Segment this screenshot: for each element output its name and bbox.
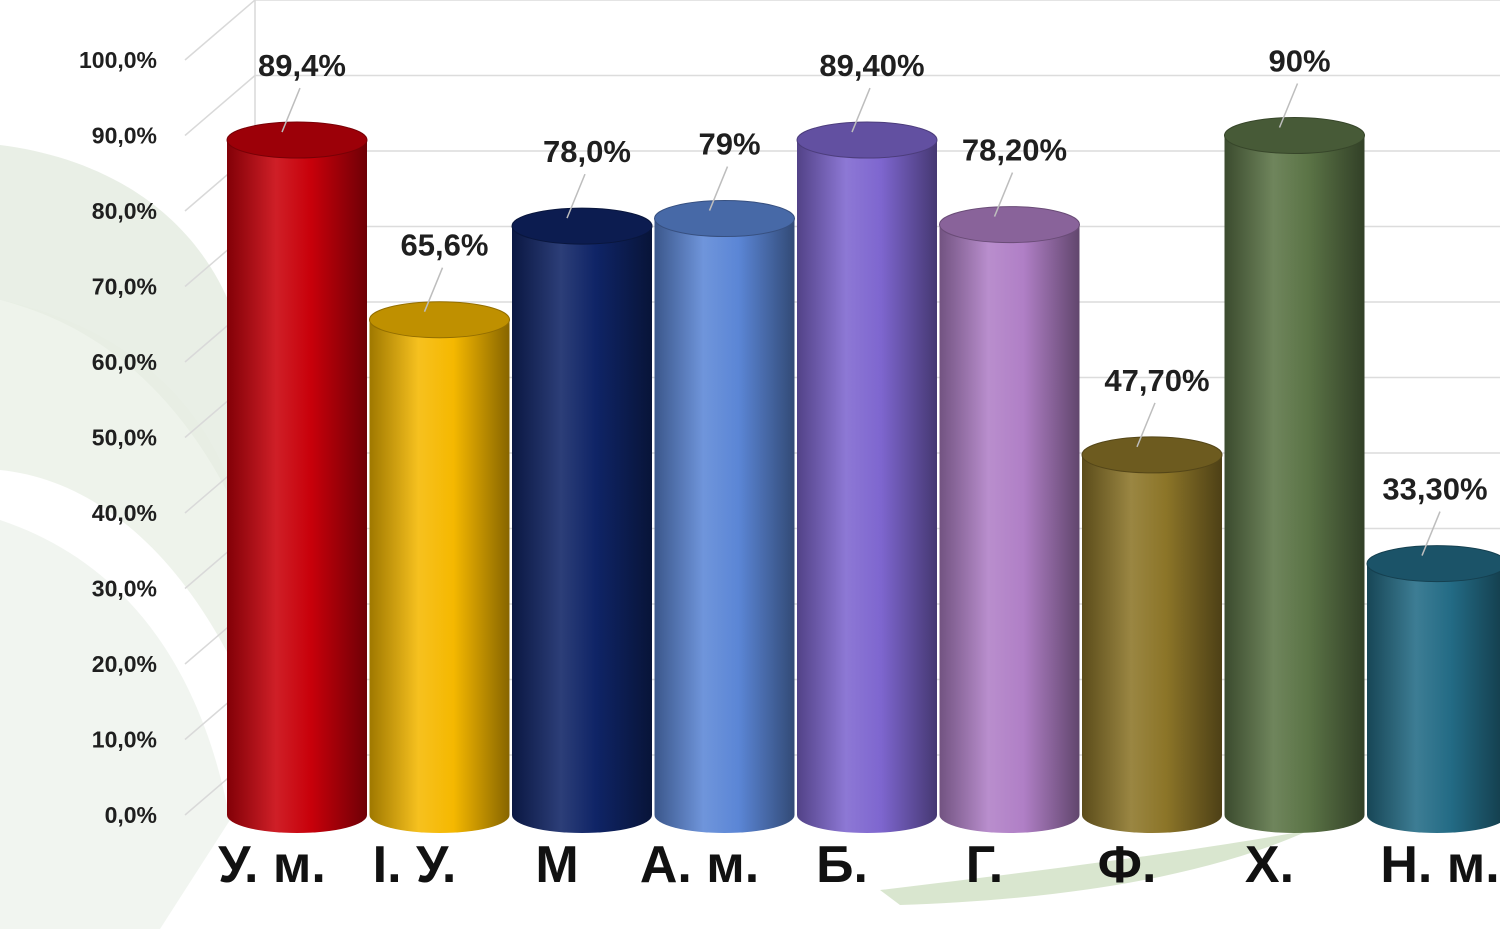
bar-3 (512, 226, 652, 834)
x-axis-labels: У. м. І. У. М А. м. Б. Г. Ф. Х. Н. м. (218, 836, 1500, 894)
data-label-2: 65,6% (401, 228, 489, 263)
x-label-6: Г. (966, 836, 1003, 894)
data-label-6: 78,20% (962, 133, 1067, 168)
data-label-8: 90% (1268, 44, 1330, 79)
x-label-2: І. У. (373, 836, 457, 894)
bar-7 (1082, 454, 1222, 833)
y-tick-label: 10,0% (92, 727, 157, 753)
bars (226, 117, 1500, 834)
data-labels: 89,4% 65,6% 78,0% 79% 89,40% 78,20% 47,70% 90% 3… (258, 44, 1488, 556)
x-label-7: Ф. (1098, 836, 1157, 894)
y-tick-label: 50,0% (92, 425, 157, 451)
x-label-9: Н. м. (1380, 836, 1499, 894)
leader-line (993, 172, 1014, 217)
leader-line (566, 173, 586, 219)
bar-top-5 (796, 121, 938, 159)
data-label-9: 33,30% (1382, 472, 1487, 507)
grid-slant (184, 74, 256, 137)
x-label-8: Х. (1245, 836, 1294, 894)
bar-4 (654, 218, 795, 834)
x-label-3: М (535, 836, 578, 894)
leader-line (708, 166, 729, 211)
y-axis-ticks: 0,0% 10,0% 20,0% 30,0% 40,0% 50,0% 60,0% 70,0% 8… (79, 47, 157, 828)
y-tick-label: 20,0% (92, 651, 157, 677)
background-decoration (0, 145, 1310, 929)
data-label-3: 78,0% (543, 134, 631, 169)
grid-slant (184, 0, 256, 61)
bar-5 (797, 140, 937, 833)
leader-line (423, 267, 444, 313)
bar-6 (939, 224, 1080, 834)
data-label-5: 89,40% (819, 48, 924, 83)
bar-top-2 (369, 301, 510, 339)
x-label-4: А. м. (640, 836, 759, 894)
bar-2 (369, 319, 510, 834)
leader-line (1421, 511, 1441, 556)
leader-line (851, 87, 871, 133)
leader-line (281, 87, 301, 133)
bar-top-3 (511, 207, 653, 245)
bar-top-7 (1081, 436, 1223, 474)
x-label-1: У. м. (218, 836, 326, 894)
y-tick-label: 100,0% (79, 47, 157, 73)
bar-top-8 (1224, 117, 1365, 154)
bar-top-4 (654, 200, 795, 238)
y-tick-label: 70,0% (92, 274, 157, 300)
y-tick-label: 80,0% (92, 198, 157, 224)
y-tick-label: 60,0% (92, 349, 157, 375)
y-tick-label: 0,0% (105, 802, 157, 828)
leader-line (1136, 402, 1156, 448)
data-label-1: 89,4% (258, 48, 346, 83)
y-tick-label: 30,0% (92, 576, 157, 602)
y-tick-label: 90,0% (92, 123, 157, 149)
bar-top-1 (226, 121, 368, 159)
data-label-7: 47,70% (1104, 363, 1209, 398)
y-tick-label: 40,0% (92, 500, 157, 526)
data-label-4: 79% (698, 127, 760, 162)
bar-1 (227, 140, 367, 833)
leader-line (1278, 83, 1299, 128)
x-label-5: Б. (816, 836, 868, 894)
bar-8 (1224, 135, 1365, 833)
bar-top-6 (939, 206, 1080, 244)
bar-top-9 (1366, 545, 1500, 583)
bar-9 (1367, 563, 1500, 833)
